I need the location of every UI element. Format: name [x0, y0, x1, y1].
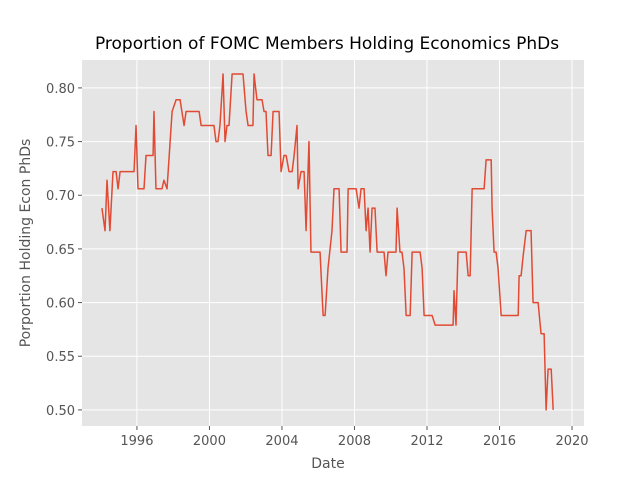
x-tick-label: 2020: [555, 434, 588, 449]
chart-title: Proportion of FOMC Members Holding Econo…: [95, 34, 559, 54]
x-tick-label: 2016: [483, 434, 516, 449]
y-tick-label: 0.55: [46, 350, 75, 365]
x-tick-label: 2012: [410, 434, 443, 449]
y-tick-label: 0.70: [46, 189, 75, 204]
x-tick-label: 2000: [193, 434, 226, 449]
y-tick-label: 0.80: [46, 82, 75, 97]
y-tick-label: 0.65: [46, 243, 75, 258]
x-axis-label: Date: [311, 456, 344, 472]
plot-area: [82, 60, 584, 426]
y-tick-label: 0.60: [46, 297, 75, 312]
x-tick-label: 2004: [265, 434, 298, 449]
x-tick-label: 1996: [120, 434, 153, 449]
y-axis-label: Porportion Holding Econ PhDs: [18, 139, 34, 348]
y-tick-label: 0.50: [46, 404, 75, 419]
x-tick-label: 2008: [338, 434, 371, 449]
y-tick-label: 0.75: [46, 136, 75, 151]
data-line: [101, 73, 554, 411]
